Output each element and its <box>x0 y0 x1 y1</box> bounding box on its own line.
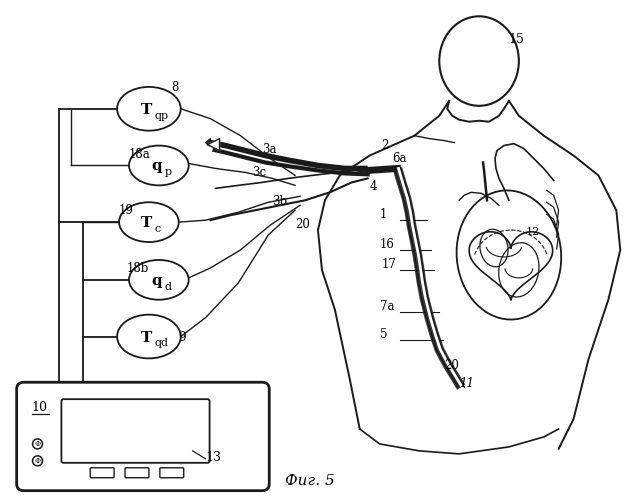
Polygon shape <box>208 138 219 150</box>
FancyBboxPatch shape <box>90 468 114 477</box>
Text: 6a: 6a <box>392 152 407 166</box>
Text: 16: 16 <box>379 238 394 251</box>
Text: Φ: Φ <box>34 457 41 465</box>
Ellipse shape <box>117 87 181 130</box>
Ellipse shape <box>119 202 179 242</box>
Text: 3a: 3a <box>262 142 277 156</box>
Text: Φ: Φ <box>34 440 41 448</box>
Text: 12: 12 <box>526 227 540 237</box>
Text: T: T <box>141 216 152 230</box>
FancyBboxPatch shape <box>17 382 269 490</box>
Text: 3c: 3c <box>253 166 266 179</box>
Text: 18a: 18a <box>129 148 151 160</box>
Ellipse shape <box>129 260 189 300</box>
Text: 18b: 18b <box>127 262 149 275</box>
FancyBboxPatch shape <box>125 468 149 477</box>
Text: q: q <box>151 160 162 173</box>
Text: d: d <box>165 282 172 292</box>
Text: 1: 1 <box>379 208 387 221</box>
Text: p: p <box>165 168 172 177</box>
Text: qd: qd <box>155 338 169 348</box>
Text: 2: 2 <box>382 138 389 151</box>
Text: 4: 4 <box>369 180 377 194</box>
FancyBboxPatch shape <box>160 468 184 477</box>
Ellipse shape <box>439 16 519 106</box>
Ellipse shape <box>117 314 181 358</box>
Text: c: c <box>155 224 161 234</box>
Polygon shape <box>206 138 211 146</box>
Text: 8: 8 <box>171 81 178 94</box>
Text: 20: 20 <box>295 218 310 231</box>
Text: q: q <box>151 274 162 288</box>
Text: 5: 5 <box>379 328 387 340</box>
Text: 9: 9 <box>179 332 186 344</box>
Text: 10: 10 <box>32 401 48 414</box>
Text: 11: 11 <box>459 377 474 390</box>
Text: 19: 19 <box>119 204 134 217</box>
Text: qp: qp <box>155 111 169 120</box>
Text: T: T <box>141 103 152 117</box>
Text: 17: 17 <box>382 258 396 271</box>
Text: 13: 13 <box>206 451 222 464</box>
Ellipse shape <box>457 190 561 320</box>
Text: 3b: 3b <box>272 195 288 208</box>
Text: T: T <box>141 330 152 344</box>
Ellipse shape <box>129 146 189 186</box>
Text: 20: 20 <box>444 360 459 372</box>
Text: 7a: 7a <box>379 300 394 312</box>
FancyBboxPatch shape <box>61 399 209 463</box>
Text: 15: 15 <box>509 33 525 46</box>
Text: Фиг. 5: Фиг. 5 <box>285 474 335 488</box>
